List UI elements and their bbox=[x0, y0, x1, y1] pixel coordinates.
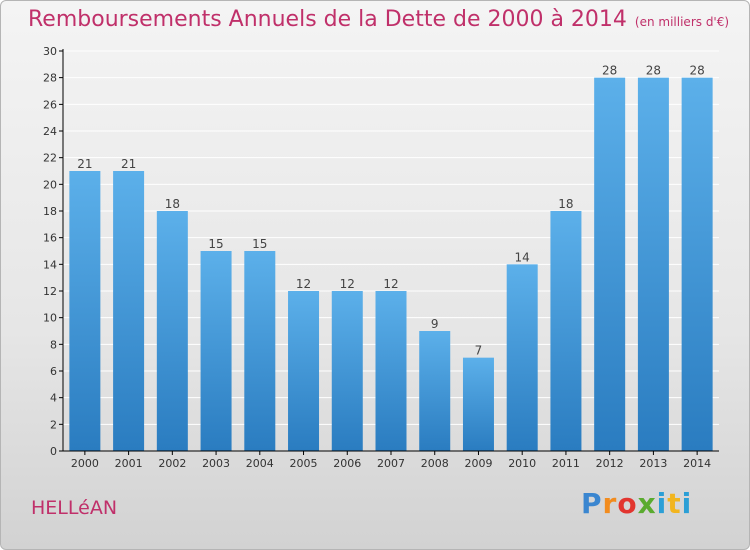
bar-value-label: 7 bbox=[475, 344, 483, 358]
bar bbox=[681, 77, 713, 452]
y-tick-label: 18 bbox=[43, 205, 57, 218]
x-tick-label: 2001 bbox=[115, 457, 143, 470]
x-tick-label: 2010 bbox=[508, 457, 536, 470]
y-tick-label: 14 bbox=[43, 258, 57, 271]
y-tick-label: 0 bbox=[50, 445, 57, 458]
y-tick-label: 24 bbox=[43, 125, 57, 138]
y-tick-label: 6 bbox=[50, 365, 57, 378]
bar bbox=[244, 251, 276, 451]
logo-letter: x bbox=[637, 487, 657, 520]
proxiti-logo: Proxiti bbox=[581, 487, 692, 520]
bar-value-label: 15 bbox=[252, 237, 267, 251]
bar bbox=[331, 291, 363, 451]
bar bbox=[375, 291, 407, 451]
x-tick-label: 2007 bbox=[377, 457, 405, 470]
y-tick-label: 10 bbox=[43, 312, 57, 325]
bar bbox=[156, 211, 188, 451]
bar-value-label: 18 bbox=[558, 197, 573, 211]
bar bbox=[462, 357, 494, 451]
bar bbox=[288, 291, 320, 451]
y-tick-label: 20 bbox=[43, 178, 57, 191]
bar-value-label: 12 bbox=[340, 277, 355, 291]
bar-value-label: 9 bbox=[431, 317, 439, 331]
logo-letter: r bbox=[602, 487, 618, 520]
x-tick-label: 2000 bbox=[71, 457, 99, 470]
x-tick-label: 2005 bbox=[290, 457, 318, 470]
logo-letter: i bbox=[681, 487, 693, 520]
y-tick-label: 4 bbox=[50, 392, 57, 405]
y-tick-label: 8 bbox=[50, 338, 57, 351]
x-tick-label: 2009 bbox=[464, 457, 492, 470]
title-text: Remboursements Annuels de la Dette de 20… bbox=[28, 7, 627, 32]
bar bbox=[506, 264, 538, 451]
bar-value-label: 15 bbox=[208, 237, 223, 251]
logo-letter: P bbox=[581, 487, 603, 520]
bar bbox=[113, 171, 145, 451]
bar-value-label: 28 bbox=[602, 64, 617, 78]
unit-note: (en milliers d'€) bbox=[634, 15, 730, 29]
x-tick-label: 2008 bbox=[421, 457, 449, 470]
x-tick-label: 2006 bbox=[333, 457, 361, 470]
bar-value-label: 28 bbox=[689, 64, 704, 78]
y-tick-label: 28 bbox=[43, 72, 57, 85]
x-tick-label: 2012 bbox=[596, 457, 624, 470]
bar-value-label: 21 bbox=[121, 157, 136, 171]
x-tick-label: 2013 bbox=[639, 457, 667, 470]
x-tick-label: 2011 bbox=[552, 457, 580, 470]
axes bbox=[59, 49, 719, 455]
bar bbox=[200, 251, 232, 451]
y-tick-label: 26 bbox=[43, 98, 57, 111]
logo-letter: i bbox=[656, 487, 668, 520]
town-name: HELLéAN bbox=[31, 497, 118, 519]
bar-value-label: 14 bbox=[515, 250, 530, 264]
labels: 0246810121416182022242628302120002120011… bbox=[43, 45, 711, 470]
logo-letter: o bbox=[617, 487, 638, 520]
y-tick-label: 22 bbox=[43, 152, 57, 165]
x-tick-label: 2004 bbox=[246, 457, 274, 470]
y-tick-label: 16 bbox=[43, 232, 57, 245]
y-tick-label: 2 bbox=[50, 418, 57, 431]
logo-letter: t bbox=[667, 487, 682, 520]
bars bbox=[69, 77, 713, 452]
bar bbox=[550, 211, 582, 451]
bar-value-label: 28 bbox=[646, 64, 661, 78]
bar-value-label: 12 bbox=[383, 277, 398, 291]
bar-value-label: 12 bbox=[296, 277, 311, 291]
x-tick-label: 2003 bbox=[202, 457, 230, 470]
bar bbox=[419, 331, 451, 451]
bar bbox=[594, 77, 626, 452]
y-tick-label: 30 bbox=[43, 45, 57, 58]
chart-title: Remboursements Annuels de la Dette de 20… bbox=[28, 7, 729, 32]
bar bbox=[637, 77, 669, 452]
x-tick-label: 2014 bbox=[683, 457, 711, 470]
x-tick-label: 2002 bbox=[158, 457, 186, 470]
bar-value-label: 18 bbox=[165, 197, 180, 211]
bar-value-label: 21 bbox=[77, 157, 92, 171]
bar bbox=[69, 171, 101, 451]
y-tick-label: 12 bbox=[43, 285, 57, 298]
